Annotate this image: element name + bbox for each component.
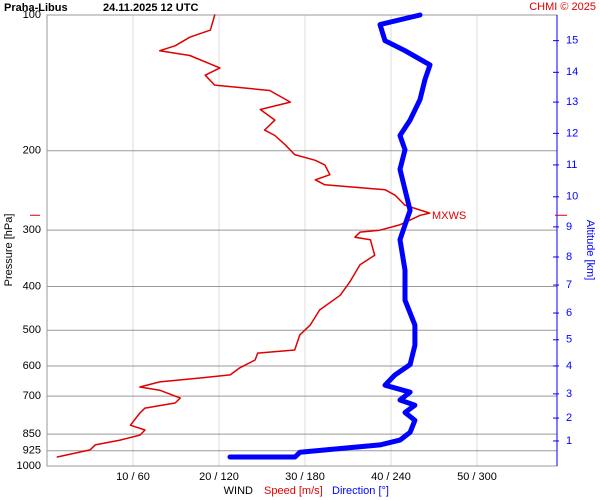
legend-speed: Speed [m/s] — [264, 485, 323, 497]
direction-line — [227, 12, 433, 460]
y2-tick-label: 15 — [566, 35, 578, 47]
y2-tick-label: 10 — [566, 191, 578, 203]
y2-tick-label: 7 — [566, 279, 572, 291]
credit: CHMI © 2025 — [529, 1, 596, 13]
y2-tick-label: 13 — [566, 96, 578, 108]
y-tick-label: 700 — [23, 390, 41, 402]
plot-frame — [46, 14, 558, 467]
y2-tick-label: 1 — [566, 435, 572, 447]
y2-tick-label: 2 — [566, 412, 572, 424]
y2-tick-label: 9 — [566, 221, 572, 233]
y-axis-label: Pressure [hPa] — [3, 214, 15, 287]
y-tick-label: 100 — [23, 9, 41, 21]
x-tick-label: 40 / 240 — [371, 471, 411, 483]
y2-tick-label: 4 — [566, 360, 572, 372]
x-tick-label: 50 / 300 — [457, 471, 497, 483]
x-axis-label: WIND — [224, 485, 253, 497]
y-tick-label: 400 — [23, 280, 41, 292]
chart-title: Praha-Libus — [4, 2, 68, 14]
x-tick-label: 10 / 60 — [116, 471, 150, 483]
y2-tick-label: 8 — [566, 251, 572, 263]
y-tick-label: 500 — [23, 324, 41, 336]
y2-tick-label: 14 — [566, 66, 578, 78]
y-tick-label: 925 — [23, 445, 41, 457]
speed-line — [56, 14, 431, 458]
y-tick-label: 1000 — [17, 460, 41, 472]
y-tick-label: 850 — [23, 428, 41, 440]
y-tick-label: 300 — [23, 224, 41, 236]
y-tick-label: 600 — [23, 360, 41, 372]
mxws-label: MXWS — [432, 210, 466, 222]
y2-tick-label: 3 — [566, 388, 572, 400]
y2-tick-label: 11 — [566, 159, 577, 171]
y2-axis-label: Altitude [km] — [584, 220, 596, 281]
y2-tick-label: 6 — [566, 307, 572, 319]
y-tick-label: 200 — [23, 145, 41, 157]
chart-subtitle: 24.11.2025 12 UTC — [103, 2, 198, 14]
y2-tick-label: 12 — [566, 127, 578, 139]
x-tick-label: 20 / 120 — [199, 471, 239, 483]
legend-direction: Direction [°] — [332, 485, 389, 497]
x-tick-label: 30 / 180 — [285, 471, 325, 483]
y2-tick-label: 5 — [566, 334, 572, 346]
